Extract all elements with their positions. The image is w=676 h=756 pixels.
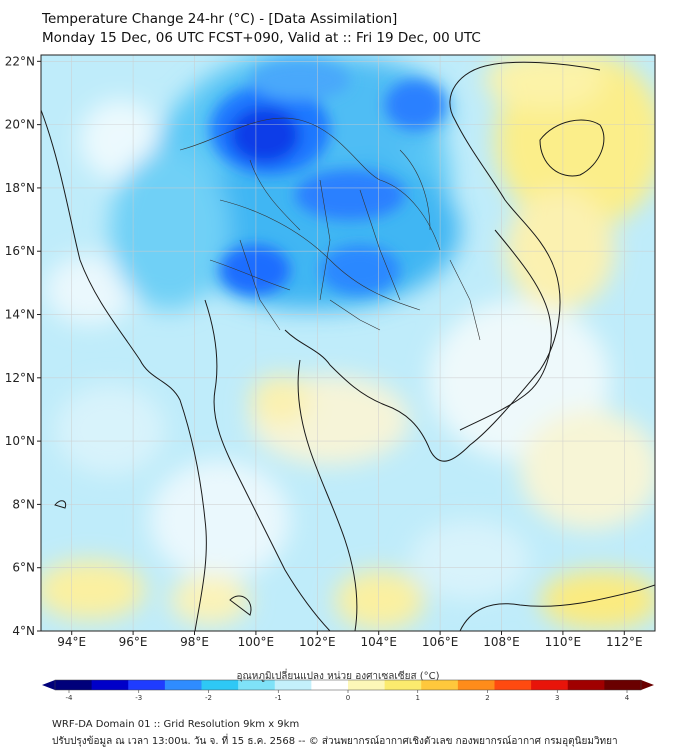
colorbar-segment	[531, 680, 569, 690]
colorbar-segment	[494, 680, 532, 690]
lon-label: 108°E	[483, 635, 520, 649]
lon-label: 96°E	[119, 635, 148, 649]
map-subtitle: Monday 15 Dec, 06 UTC FCST+090, Valid at…	[42, 30, 481, 46]
lat-label: 20°N	[5, 118, 35, 132]
colorbar-tick-label: -3	[135, 694, 142, 702]
lon-label: 104°E	[360, 635, 397, 649]
lon-label: 102°E	[299, 635, 336, 649]
footer-resolution: WRF-DA Domain 01 :: Grid Resolution 9km …	[52, 719, 300, 730]
province-borders	[179, 117, 481, 341]
colorbar-segment	[238, 680, 276, 690]
temperature-field	[41, 55, 655, 631]
colorbar: -4 -3 -2 -1 0 1 2 3 4	[42, 679, 654, 702]
lat-label: 18°N	[5, 181, 35, 195]
coastlines	[41, 61, 655, 631]
lon-label: 110°E	[545, 635, 582, 649]
map-title: Temperature Change 24-hr (°C) - [Data As…	[42, 11, 398, 27]
lat-label: 22°N	[5, 54, 35, 68]
latitude-labels: 22°N 20°N 18°N 16°N 14°N 12°N 10°N 8°N 6°N 4°N	[5, 54, 41, 638]
colorbar-segment	[128, 680, 166, 690]
colorbar-tick-label: -2	[205, 694, 212, 702]
lat-label: 10°N	[5, 434, 35, 448]
colorbar-segment	[567, 680, 605, 690]
footer-credit: ปรับปรุงข้อมูล ณ เวลา 13:00น. วัน จ. ที่…	[52, 736, 618, 747]
lat-label: 14°N	[5, 308, 35, 322]
colorbar-segment	[201, 680, 239, 690]
lon-label: 100°E	[238, 635, 275, 649]
lat-label: 6°N	[12, 561, 35, 575]
lon-label: 112°E	[606, 635, 643, 649]
colorbar-tick-label: 3	[555, 694, 559, 702]
longitude-labels: 94°E 96°E 98°E 100°E 102°E 104°E 106°E 108°E 110…	[57, 631, 643, 649]
colorbar-segment	[421, 680, 459, 690]
lat-label: 4°N	[12, 624, 35, 638]
lat-label: 8°N	[12, 497, 35, 511]
colorbar-tick-label: -1	[275, 694, 282, 702]
colorbar-segment	[311, 680, 349, 690]
colorbar-segment	[457, 680, 495, 690]
colorbar-tick-label: 2	[485, 694, 489, 702]
colorbar-tick-label: 0	[346, 694, 350, 702]
lon-label: 94°E	[57, 635, 86, 649]
colorbar-segment	[55, 680, 93, 690]
colorbar-segment	[91, 680, 129, 690]
colorbar-max-arrow	[641, 680, 654, 690]
colorbar-title: อุณหภูมิเปลี่ยนแปลง หน่วย องศาเซลเซียส (…	[236, 671, 440, 682]
colorbar-tick-label: 4	[625, 694, 630, 702]
colorbar-segment	[348, 680, 386, 690]
lat-label: 16°N	[5, 244, 35, 258]
colorbar-segment	[164, 680, 202, 690]
map-frame	[40, 54, 656, 632]
lon-label: 106°E	[422, 635, 459, 649]
colorbar-tick-label: 1	[416, 694, 420, 702]
colorbar-tick-label: -4	[66, 694, 74, 702]
lon-label: 98°E	[180, 635, 209, 649]
colorbar-segment	[604, 680, 642, 690]
lat-label: 12°N	[5, 371, 35, 385]
colorbar-min-arrow	[42, 680, 55, 690]
colorbar-segment	[384, 680, 422, 690]
colorbar-segment	[274, 680, 312, 690]
